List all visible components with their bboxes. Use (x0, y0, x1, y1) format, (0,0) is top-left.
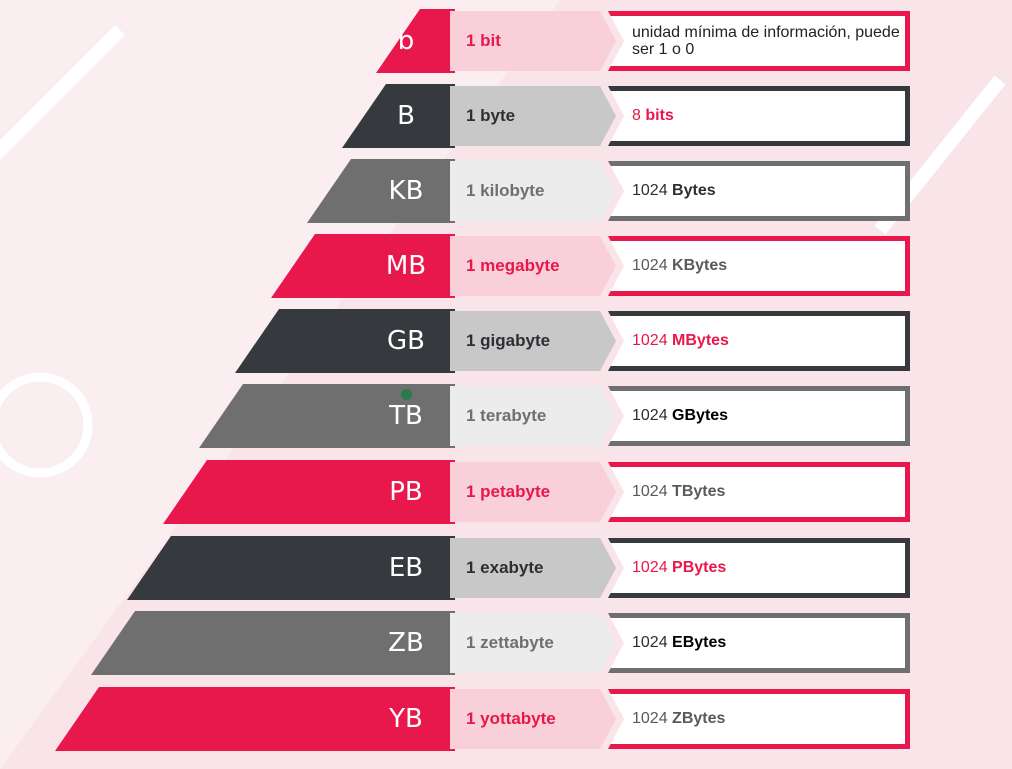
unit-bar (127, 536, 455, 600)
unit-abbreviation: KB (388, 176, 424, 206)
unit-equivalence: 1024 KBytes (608, 236, 910, 296)
unit-equivalence: 1024 Bytes (608, 161, 910, 221)
unit-name: 1 yottabyte (450, 689, 616, 749)
equivalence-unit: MBytes (672, 332, 729, 349)
unit-bar (55, 687, 455, 751)
unit-abbreviation: PB (389, 477, 423, 507)
equivalence-unit: Bytes (672, 182, 716, 199)
unit-row: TB 1 terabyte 1024 GBytes (0, 384, 1012, 448)
unit-equivalence: 1024 TBytes (608, 462, 910, 522)
unit-name: 1 byte (450, 86, 616, 146)
equivalence-value: 8 (632, 107, 641, 124)
unit-abbreviation: B (397, 101, 415, 131)
unit-name: 1 terabyte (450, 386, 616, 446)
unit-bar (91, 611, 455, 675)
unit-name: 1 zettabyte (450, 613, 616, 673)
unit-equivalence: unidad mínima de información, puede ser … (608, 11, 910, 71)
unit-abbreviation: MB (385, 251, 427, 281)
unit-equivalence: 1024 EBytes (608, 613, 910, 673)
equivalence-unit: ZBytes (672, 710, 726, 727)
equivalence-value: 1024 (632, 634, 668, 651)
equivalence-value: 1024 (632, 257, 668, 274)
unit-name: 1 exabyte (450, 538, 616, 598)
unit-abbreviation: EB (388, 553, 424, 583)
unit-equivalence: 8 bits (608, 86, 910, 146)
equivalence-value: 1024 (632, 483, 668, 500)
equivalence-unit: PBytes (672, 559, 727, 576)
unit-abbreviation: YB (389, 704, 423, 734)
unit-equivalence: 1024 MBytes (608, 311, 910, 371)
unit-row: KB 1 kilobyte 1024 Bytes (0, 159, 1012, 223)
equivalence-unit: EBytes (672, 634, 727, 651)
unit-row: b 1 bit unidad mínima de información, pued… (0, 9, 1012, 73)
equivalence-unit: KBytes (672, 257, 728, 274)
unit-name: 1 gigabyte (450, 311, 616, 371)
equivalence-unit: GBytes (672, 407, 729, 424)
equivalence-value: 1024 (632, 182, 668, 199)
unit-abbreviation: ZB (388, 628, 424, 658)
unit-name: 1 kilobyte (450, 161, 616, 221)
unit-name: 1 petabyte (450, 462, 616, 522)
unit-row: PB 1 petabyte 1024 TBytes (0, 460, 1012, 524)
unit-abbreviation: b (397, 26, 415, 56)
unit-description: unidad mínima de información, puede ser … (632, 24, 900, 58)
marker-dot (401, 389, 412, 400)
unit-equivalence: 1024 ZBytes (608, 689, 910, 749)
unit-row: YB 1 yottabyte 1024 ZBytes (0, 687, 1012, 751)
unit-abbreviation: GB (387, 326, 425, 356)
unit-bar (163, 460, 455, 524)
equivalence-unit: TBytes (672, 483, 726, 500)
unit-row: EB 1 exabyte 1024 PBytes (0, 536, 1012, 600)
equivalence-value: 1024 (632, 710, 668, 727)
unit-abbreviation: TB (389, 401, 423, 431)
unit-row: ZB 1 zettabyte 1024 EBytes (0, 611, 1012, 675)
unit-bar (199, 384, 455, 448)
unit-name: 1 bit (450, 11, 616, 71)
equivalence-value: 1024 (632, 332, 668, 349)
unit-name: 1 megabyte (450, 236, 616, 296)
equivalence-value: 1024 (632, 407, 668, 424)
unit-equivalence: 1024 PBytes (608, 538, 910, 598)
unit-row: GB 1 gigabyte 1024 MBytes (0, 309, 1012, 373)
equivalence-unit: bits (645, 107, 674, 124)
unit-row: MB 1 megabyte 1024 KBytes (0, 234, 1012, 298)
unit-equivalence: 1024 GBytes (608, 386, 910, 446)
equivalence-value: 1024 (632, 559, 668, 576)
